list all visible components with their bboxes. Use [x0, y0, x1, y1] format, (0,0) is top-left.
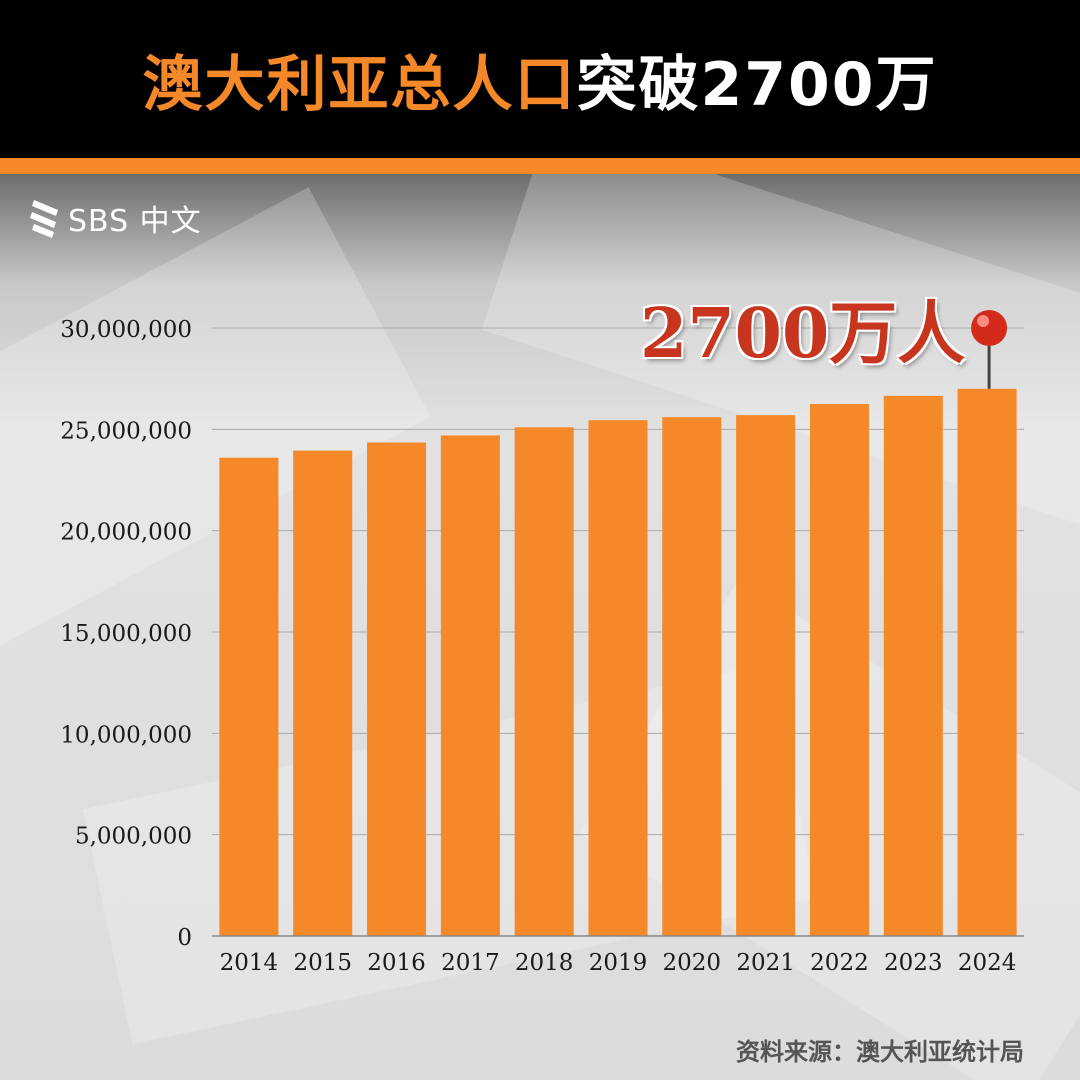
page-title: 澳大利亚总人口突破2700万: [143, 36, 938, 123]
y-tick-label: 5,000,000: [75, 824, 192, 850]
x-tick-label: 2021: [736, 950, 795, 976]
bar: [809, 404, 869, 936]
bar: [588, 420, 648, 936]
y-tick-label: 10,000,000: [60, 722, 192, 748]
x-tick-label: 2019: [589, 950, 648, 976]
x-tick-label: 2023: [884, 950, 943, 976]
x-tick-label: 2014: [220, 950, 279, 976]
y-tick-label: 20,000,000: [60, 520, 192, 546]
x-tick-label: 2020: [663, 950, 722, 976]
x-tick-label: 2017: [441, 950, 500, 976]
header-divider: [0, 158, 1080, 174]
x-tick-label: 2016: [367, 950, 426, 976]
y-tick-label: 25,000,000: [60, 418, 192, 444]
bar: [367, 442, 427, 936]
x-tick-label: 2015: [293, 950, 352, 976]
population-callout: 2700万人: [640, 294, 966, 374]
x-tick-label: 2022: [810, 950, 869, 976]
red-pushpin-icon: [971, 310, 1008, 389]
y-tick-label: 15,000,000: [60, 621, 192, 647]
bar: [957, 388, 1017, 936]
source-note: 资料来源：澳大利亚统计局: [736, 1038, 1024, 1066]
bar: [736, 415, 796, 936]
header: 澳大利亚总人口突破2700万: [0, 0, 1080, 158]
title-plain: 突破2700万: [576, 49, 938, 120]
sbs-logo-icon: [30, 200, 58, 238]
bar: [293, 450, 353, 936]
bar: [883, 395, 943, 937]
bar: [514, 427, 574, 936]
bar: [219, 457, 279, 936]
y-tick-label: 0: [177, 925, 192, 951]
bar: [440, 435, 500, 936]
x-tick-label: 2024: [958, 950, 1017, 976]
bar: [662, 417, 722, 936]
sbs-logo: SBS 中文: [28, 196, 202, 240]
y-tick-label: 30,000,000: [60, 317, 192, 343]
logo-text: SBS 中文: [68, 204, 202, 239]
title-accent: 澳大利亚总人口: [142, 49, 577, 120]
x-tick-label: 2018: [515, 950, 574, 976]
